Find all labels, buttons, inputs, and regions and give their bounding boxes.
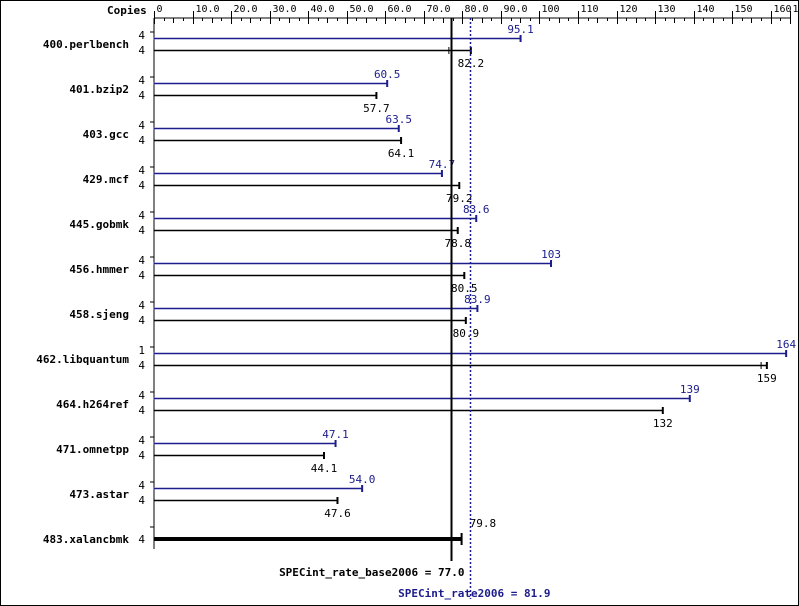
base-value-label: 44.1 xyxy=(311,462,338,475)
x-tick-label: 0 xyxy=(157,4,163,15)
x-tick-label: 50.0 xyxy=(350,4,374,15)
peak-value-label: 83.9 xyxy=(464,293,491,306)
x-tick-label: 80.0 xyxy=(465,4,489,15)
peak-value-label: 60.5 xyxy=(374,68,401,81)
x-axis: 0 10.0 20.0 30.0 40.0 50.0 60.0 70.0 80.0 90.0 100… xyxy=(153,4,799,549)
base-copies-label: 4 xyxy=(138,449,145,462)
base-copies-label: 4 xyxy=(138,224,145,237)
base-summary-label: SPECint_rate_base2006 = 77.0 xyxy=(279,566,464,579)
peak-value-label: 103 xyxy=(541,248,561,261)
peak-copies-label: 4 xyxy=(138,119,145,132)
peak-copies-label: 4 xyxy=(138,209,145,222)
benchmark-label: 483.xalancbmk xyxy=(43,533,129,546)
benchmark-label: 403.gcc xyxy=(83,128,129,141)
benchmark-label: 473.astar xyxy=(69,488,129,501)
benchmark-label: 400.perlbench xyxy=(43,38,129,51)
base-copies-label: 4 xyxy=(138,494,145,507)
peak-value-label: 164 xyxy=(776,338,796,351)
peak-copies-label: 4 xyxy=(138,434,145,447)
base-copies-label: 4 xyxy=(138,314,145,327)
peak-copies-label: 4 xyxy=(138,389,145,402)
benchmark-label: 456.hmmer xyxy=(69,263,129,276)
base-copies-label: 4 xyxy=(138,134,145,147)
base-value-label: 47.6 xyxy=(324,507,351,520)
x-tick-label: 120 xyxy=(620,4,638,15)
x-tick-label: 160 xyxy=(774,4,792,15)
peak-copies-label: 4 xyxy=(138,29,145,42)
peak-value-label: 139 xyxy=(680,383,700,396)
peak-copies-label: 1 xyxy=(138,344,145,357)
base-value-label: 78.8 xyxy=(444,237,471,250)
base-copies-label: 4 xyxy=(138,359,145,372)
peak-copies-label: 4 xyxy=(138,164,145,177)
benchmark-label: 471.omnetpp xyxy=(56,443,129,456)
peak-copies-label: 4 xyxy=(138,74,145,87)
base-value-label: 64.1 xyxy=(388,147,415,160)
x-tick-label: 40.0 xyxy=(311,4,335,15)
benchmark-label: 401.bzip2 xyxy=(69,83,129,96)
x-tick-label: 140 xyxy=(697,4,715,15)
x-tick-label: 60.0 xyxy=(388,4,412,15)
peak-value-label: 83.6 xyxy=(463,203,490,216)
benchmark-label: 464.h264ref xyxy=(56,398,129,411)
base-value-label: 79.2 xyxy=(446,192,473,205)
peak-value-label: 54.0 xyxy=(349,473,376,486)
bars-layer: 400.perlbench495.1482.2401.bzip2460.5457… xyxy=(36,23,796,546)
base-copies-label: 4 xyxy=(138,533,145,546)
peak-summary-label: SPECint_rate2006 = 81.9 xyxy=(398,587,550,600)
benchmark-label: 429.mcf xyxy=(83,173,129,186)
peak-copies-label: 4 xyxy=(138,479,145,492)
benchmark-label: 462.libquantum xyxy=(36,353,129,366)
base-value-label: 80.9 xyxy=(453,327,480,340)
copies-axis-header: Copies xyxy=(107,4,147,17)
x-tick-label: 110 xyxy=(581,4,599,15)
benchmark-label: 458.sjeng xyxy=(69,308,129,321)
peak-copies-label: 4 xyxy=(138,254,145,267)
peak-copies-label: 4 xyxy=(138,299,145,312)
x-tick-label: 150 xyxy=(735,4,753,15)
base-value-label: 159 xyxy=(757,372,777,385)
x-tick-label: 90.0 xyxy=(504,4,528,15)
peak-value-label: 95.1 xyxy=(507,23,534,36)
x-tick-label: 30.0 xyxy=(273,4,297,15)
benchmark-label: 445.gobmk xyxy=(69,218,129,231)
peak-value-label: 47.1 xyxy=(322,428,349,441)
x-tick-label: 10.0 xyxy=(196,4,220,15)
peak-value-label: 63.5 xyxy=(386,113,413,126)
base-copies-label: 4 xyxy=(138,179,145,192)
x-tick-label: 100 xyxy=(542,4,560,15)
base-value-label: 132 xyxy=(653,417,673,430)
base-copies-label: 4 xyxy=(138,269,145,282)
base-value-label: 57.7 xyxy=(363,102,390,115)
peak-value-label: 74.7 xyxy=(429,158,456,171)
base-copies-label: 4 xyxy=(138,404,145,417)
base-value-label: 79.8 xyxy=(470,517,497,530)
x-tick-label: 70.0 xyxy=(427,4,451,15)
base-copies-label: 4 xyxy=(138,44,145,57)
x-tick-label: 165 xyxy=(793,4,799,15)
summary-layer: SPECint_rate_base2006 = 77.0 SPECint_rate… xyxy=(279,18,551,600)
x-tick-label: 130 xyxy=(658,4,676,15)
base-copies-label: 4 xyxy=(138,89,145,102)
x-tick-label: 20.0 xyxy=(234,4,258,15)
